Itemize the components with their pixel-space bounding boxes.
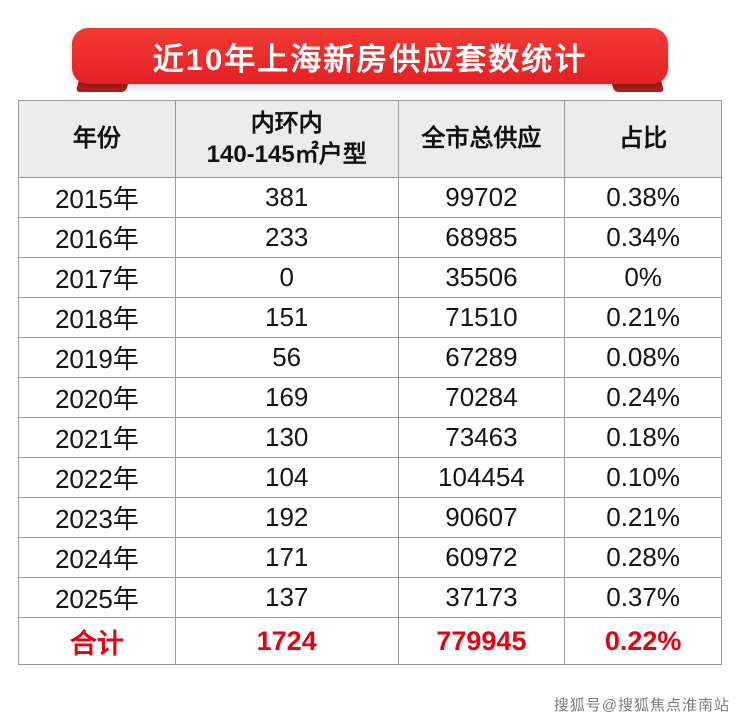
ratio-cell: 0.21% <box>564 297 722 338</box>
citywide-cell: 90607 <box>397 497 566 538</box>
citywide-cell: 35506 <box>397 257 566 298</box>
citywide-cell: 73463 <box>397 417 566 458</box>
inner-ring-cell: 104 <box>174 457 399 498</box>
year-cell: 2015年 <box>18 177 176 218</box>
table-row: 2016年 233 68985 0.34% <box>18 217 722 258</box>
table-row: 2025年 137 37173 0.37% <box>18 577 722 618</box>
inner-ring-cell: 0 <box>174 257 399 298</box>
year-cell: 2023年 <box>18 497 176 538</box>
inner-ring-cell: 233 <box>174 217 399 258</box>
inner-ring-cell: 151 <box>174 297 399 338</box>
table-row: 2017年 0 35506 0% <box>18 257 722 298</box>
year-cell: 2016年 <box>18 217 176 258</box>
header-citywide-supply: 全市总供应 <box>397 100 566 178</box>
inner-ring-cell: 171 <box>174 537 399 578</box>
ratio-cell: 0.21% <box>564 497 722 538</box>
header-year: 年份 <box>18 100 176 178</box>
inner-ring-cell: 56 <box>174 337 399 378</box>
inner-ring-cell: 381 <box>174 177 399 218</box>
table-row: 2015年 381 99702 0.38% <box>18 177 722 218</box>
citywide-cell: 68985 <box>397 217 566 258</box>
ratio-cell: 0.10% <box>564 457 722 498</box>
table-row: 2021年 130 73463 0.18% <box>18 417 722 458</box>
year-cell: 2024年 <box>18 537 176 578</box>
inner-ring-cell: 137 <box>174 577 399 618</box>
year-cell: 2020年 <box>18 377 176 418</box>
ratio-cell: 0.18% <box>564 417 722 458</box>
supply-stats-table: 年份 内环内 140-145㎡户型 全市总供应 占比 2015年 381 99702… <box>18 100 722 665</box>
citywide-cell: 70284 <box>397 377 566 418</box>
citywide-cell: 104454 <box>397 457 566 498</box>
inner-ring-cell: 130 <box>174 417 399 458</box>
total-inner-ring: 1724 <box>174 617 399 665</box>
total-citywide: 779945 <box>397 617 566 665</box>
table-row: 2019年 56 67289 0.08% <box>18 337 722 378</box>
ratio-cell: 0.38% <box>564 177 722 218</box>
table-body: 2015年 381 99702 0.38% 2016年 233 68985 0.34% 2017… <box>18 177 722 618</box>
banner: 近10年上海新房供应套数统计 <box>72 28 668 84</box>
citywide-cell: 99702 <box>397 177 566 218</box>
citywide-cell: 60972 <box>397 537 566 578</box>
year-cell: 2022年 <box>18 457 176 498</box>
ratio-cell: 0.37% <box>564 577 722 618</box>
total-ratio: 0.22% <box>564 617 722 665</box>
ratio-cell: 0.28% <box>564 537 722 578</box>
inner-ring-cell: 192 <box>174 497 399 538</box>
header-row: 年份 内环内 140-145㎡户型 全市总供应 占比 <box>18 100 722 178</box>
table-row: 2023年 192 90607 0.21% <box>18 497 722 538</box>
year-cell: 2018年 <box>18 297 176 338</box>
table-row: 2020年 169 70284 0.24% <box>18 377 722 418</box>
header-inner-ring: 内环内 140-145㎡户型 <box>174 100 399 178</box>
year-cell: 2021年 <box>18 417 176 458</box>
year-cell: 2019年 <box>18 337 176 378</box>
table-row: 2018年 151 71510 0.21% <box>18 297 722 338</box>
citywide-cell: 67289 <box>397 337 566 378</box>
ratio-cell: 0.34% <box>564 217 722 258</box>
table-row: 2022年 104 104454 0.10% <box>18 457 722 498</box>
citywide-cell: 37173 <box>397 577 566 618</box>
total-label: 合计 <box>18 617 176 665</box>
year-cell: 2025年 <box>18 577 176 618</box>
header-inner-ring-line1: 内环内 <box>250 109 323 137</box>
citywide-cell: 71510 <box>397 297 566 338</box>
table-row: 2024年 171 60972 0.28% <box>18 537 722 578</box>
inner-ring-cell: 169 <box>174 377 399 418</box>
total-row: 合计 1724 779945 0.22% <box>18 617 722 665</box>
year-cell: 2017年 <box>18 257 176 298</box>
page-title: 近10年上海新房供应套数统计 <box>152 41 588 77</box>
title-banner: 近10年上海新房供应套数统计 <box>72 28 668 92</box>
ratio-cell: 0.08% <box>564 337 722 378</box>
watermark: 搜狐号@搜狐焦点淮南站 <box>553 697 730 714</box>
ratio-cell: 0% <box>564 257 722 298</box>
header-inner-ring-line2: 140-145㎡户型 <box>206 141 367 168</box>
header-ratio: 占比 <box>564 100 722 178</box>
ratio-cell: 0.24% <box>564 377 722 418</box>
